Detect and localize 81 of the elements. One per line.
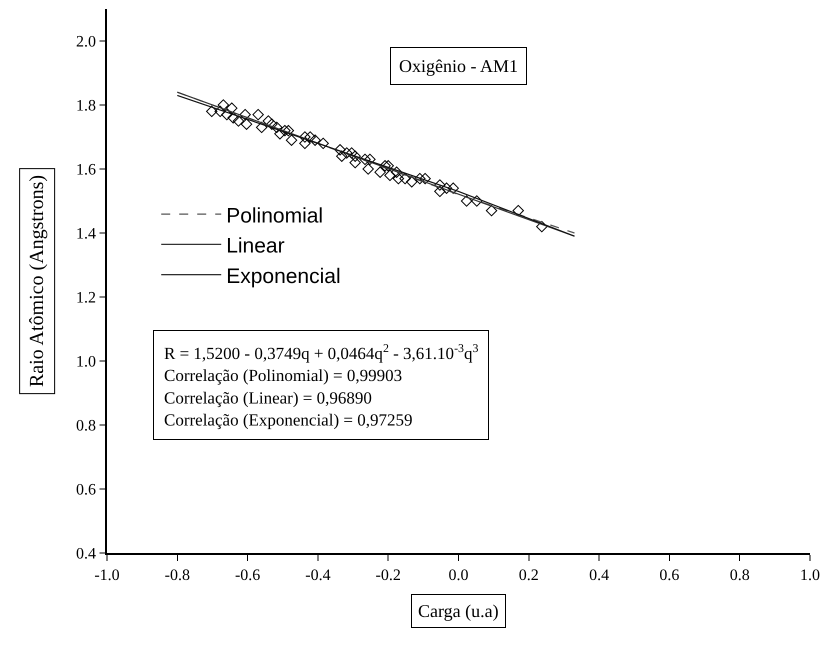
point — [309, 134, 321, 146]
point — [359, 154, 371, 166]
point — [299, 131, 311, 143]
point — [336, 150, 348, 162]
point — [226, 102, 238, 114]
point — [374, 166, 386, 178]
point — [341, 147, 352, 159]
x-tick-label: 1.0 — [800, 566, 820, 584]
x-tick-label: 0.2 — [518, 566, 539, 584]
point — [434, 186, 446, 198]
y-tick-label: 1.6 — [76, 162, 96, 179]
y-tick-label: 2.0 — [76, 34, 96, 51]
point — [362, 163, 374, 175]
point — [282, 124, 294, 136]
point — [471, 195, 482, 207]
point — [334, 144, 346, 156]
x-tick-label: -0.2 — [376, 566, 401, 584]
point — [299, 138, 311, 150]
x-tick-label: -0.4 — [305, 566, 331, 584]
point — [486, 204, 498, 216]
point — [266, 118, 278, 130]
point — [206, 106, 218, 118]
point — [240, 118, 252, 130]
point — [239, 108, 251, 120]
point — [221, 108, 233, 120]
point — [349, 150, 361, 162]
annotation: R = 1,5200 - 0,3749q + 0,0464q$^{2}$ - 3,61.10$^{-3}$q$^{3}$ — [164, 341, 478, 364]
point — [390, 166, 402, 178]
point — [218, 99, 230, 111]
text: Oxigênio - AM1 — [399, 56, 518, 76]
x-axis-title: Carga (u.a) — [418, 601, 499, 621]
point — [279, 124, 291, 136]
point — [346, 147, 358, 159]
x-tick-label: 0.0 — [448, 566, 468, 584]
point — [364, 154, 376, 166]
point — [304, 131, 316, 143]
x-tick-label: 0.8 — [730, 566, 750, 584]
y-tick-label: 1.8 — [76, 98, 96, 115]
legend-label: Polinomial — [226, 204, 324, 228]
annotation: Correlação (Exponencial) = 0,97259 — [164, 410, 412, 430]
y-tick-label: 1.0 — [76, 354, 96, 371]
annotation: Correlação (Polinomial) = 0,99903 — [164, 366, 402, 386]
x-tick-label: -0.8 — [164, 566, 190, 584]
x-tick-label: -0.6 — [234, 566, 260, 584]
point — [227, 112, 239, 124]
point — [232, 115, 244, 127]
point — [252, 108, 264, 120]
point — [286, 134, 298, 146]
point — [392, 172, 404, 184]
point — [382, 160, 394, 172]
point — [406, 176, 418, 188]
legend-label: Linear — [226, 234, 285, 258]
point — [399, 172, 411, 184]
point — [256, 122, 268, 134]
y-tick-label: 0.6 — [76, 482, 96, 499]
point — [384, 170, 396, 182]
y-tick-label: 1.4 — [76, 226, 96, 243]
point — [512, 204, 524, 216]
point — [440, 182, 452, 194]
point — [448, 182, 459, 194]
x-tick-label: -1.0 — [94, 566, 120, 584]
point — [274, 128, 286, 140]
point — [379, 160, 391, 172]
y-tick-label: 0.4 — [76, 546, 96, 563]
x-tick-label: 0.4 — [589, 566, 610, 584]
point — [317, 138, 329, 150]
point — [271, 122, 282, 134]
point — [419, 172, 431, 184]
annotation: Correlação (Linear) = 0,96890 — [164, 388, 372, 408]
y-axis-title: Raio Atômico (Angstrons) — [26, 174, 48, 388]
point — [349, 156, 361, 168]
point — [460, 195, 472, 207]
legend-label: Exponencial — [226, 264, 341, 288]
y-tick-label: 0.8 — [76, 418, 96, 435]
point — [434, 179, 446, 191]
point — [536, 220, 548, 232]
x-tick-label: 0.6 — [659, 566, 680, 584]
point — [262, 115, 274, 127]
y-tick-label: 1.2 — [76, 290, 96, 307]
point — [214, 106, 226, 118]
point — [414, 172, 426, 184]
